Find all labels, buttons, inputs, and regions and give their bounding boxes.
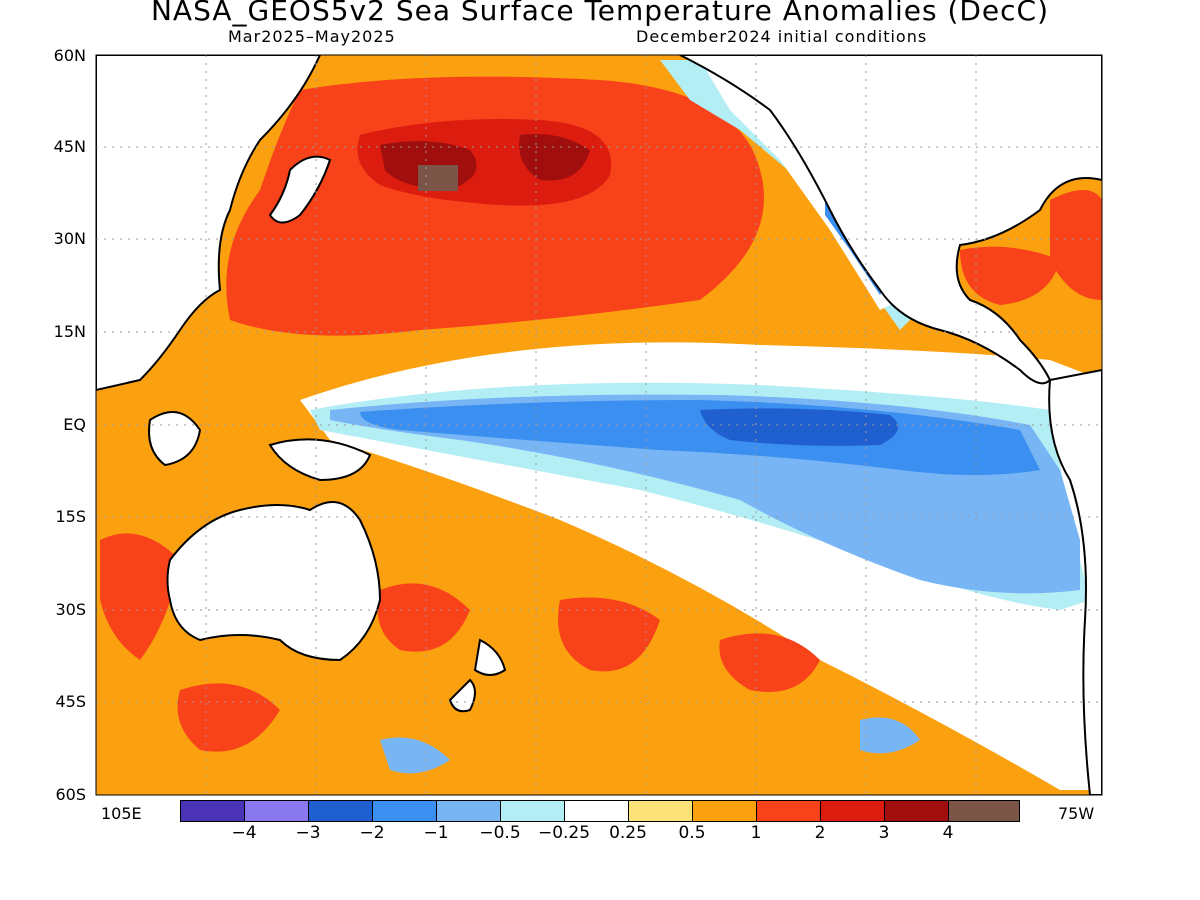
colorbar-box-6 <box>564 800 629 822</box>
southern-cool-a <box>380 737 450 774</box>
southern-cool-b <box>860 717 920 754</box>
colorbar-label: 2 <box>814 823 826 843</box>
western-pacific-warm <box>100 533 180 660</box>
colorbar-box-5 <box>500 800 565 822</box>
map-frame <box>95 54 1103 796</box>
atlantic-warm <box>1050 190 1102 300</box>
colorbar-box-9 <box>756 800 821 822</box>
colorbar-box-0 <box>180 800 245 822</box>
colorbar-label: 0.5 <box>678 823 706 843</box>
north-america-land <box>679 55 1102 385</box>
lat-label-60s: 60S <box>55 785 86 804</box>
asia-land <box>96 55 322 392</box>
forecast-period: Mar2025–May2025 <box>228 27 396 46</box>
la-nina-strong-core <box>700 408 898 446</box>
colorbar-label: 4 <box>942 823 954 843</box>
colorbar-label: −1 <box>423 823 449 843</box>
colorbar-label: 0.25 <box>609 823 647 843</box>
south-pacific-warm-d <box>177 683 280 752</box>
lat-label-45s: 45S <box>55 692 86 711</box>
colorbar-box-12 <box>948 800 1020 822</box>
south-pacific-warm-c <box>719 633 820 692</box>
colorbar-box-10 <box>820 800 885 822</box>
initial-conditions: December2024 initial conditions <box>636 27 928 46</box>
lat-label-30s: 30S <box>55 600 86 619</box>
map-title: NASA_GEOS5v2 Sea Surface Temperature Ano… <box>150 0 1050 27</box>
colorbar-label: −0.25 <box>537 823 591 843</box>
lat-label-30n: 30N <box>53 229 86 248</box>
north-pacific-extreme <box>418 165 458 191</box>
south-america-land <box>1048 368 1102 795</box>
gulf-warm <box>960 246 1060 305</box>
colorbar-box-4 <box>436 800 501 822</box>
colorbar-box-8 <box>692 800 757 822</box>
colorbar-label: −2 <box>359 823 385 843</box>
colorbar-box-11 <box>884 800 949 822</box>
colorbar-box-3 <box>372 800 437 822</box>
colorbar-label: −3 <box>295 823 321 843</box>
lon-label-left: 105E <box>101 804 142 823</box>
lat-label-60n: 60N <box>53 46 86 65</box>
japan-land <box>268 155 332 224</box>
lat-label-eq: EQ <box>63 415 86 434</box>
colorbar-label: 1 <box>750 823 762 843</box>
colorbar-box-7 <box>628 800 693 822</box>
new-guinea-land <box>268 438 372 482</box>
south-pacific-warm-a <box>377 583 470 652</box>
lon-label-right: 75W <box>1058 804 1095 823</box>
lat-label-15n: 15N <box>53 322 86 341</box>
grid-lines <box>96 55 1102 795</box>
new-zealand-land <box>448 638 507 713</box>
colorbar-label: −4 <box>231 823 257 843</box>
lat-label-45n: 45N <box>53 137 86 156</box>
australia-land <box>166 501 382 662</box>
colorbar-label: −0.5 <box>479 823 521 843</box>
south-pacific-warm-b <box>558 597 660 672</box>
lat-label-15s: 15S <box>55 507 86 526</box>
colorbar-box-2 <box>308 800 373 822</box>
colorbar-box-1 <box>244 800 309 822</box>
colorbar-label: 3 <box>878 823 890 843</box>
